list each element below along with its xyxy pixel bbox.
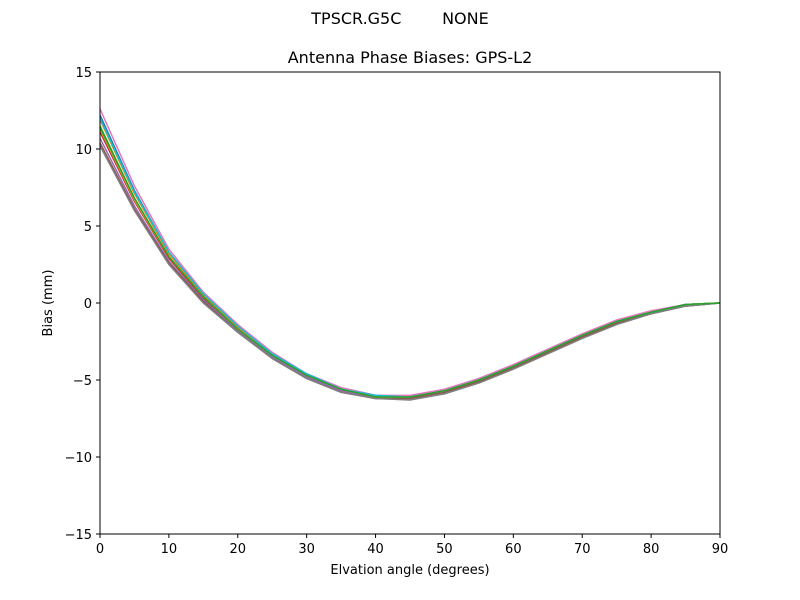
y-tick-label: −5 (73, 374, 92, 389)
series-line-7 (99, 108, 721, 397)
x-tick-label: 70 (574, 542, 591, 557)
x-tick-label: 0 (96, 542, 104, 557)
y-tick-label: 0 (84, 297, 92, 312)
y-tick-label: −10 (65, 451, 92, 466)
x-tick-label: 90 (712, 542, 729, 557)
series-line-4 (99, 131, 721, 398)
x-tick-label: 30 (298, 542, 315, 557)
series-line-9 (99, 128, 721, 398)
series-line-8 (99, 145, 721, 401)
series-line-5 (99, 137, 721, 400)
y-tick-label: 10 (75, 143, 92, 158)
x-tick-label: 50 (436, 542, 453, 557)
x-tick-label: 60 (505, 542, 522, 557)
series-line-6 (99, 142, 721, 400)
y-tick-label: 15 (75, 66, 92, 81)
x-tick-label: 40 (367, 542, 384, 557)
x-tick-label: 80 (643, 542, 660, 557)
y-axis-label: Bias (mm) (41, 270, 56, 337)
x-tick-label: 20 (230, 542, 247, 557)
series-line-3 (99, 125, 721, 398)
chart-title: Antenna Phase Biases: GPS-L2 (287, 48, 533, 67)
series-line-2 (99, 119, 721, 398)
series-line-1 (99, 114, 721, 398)
plot-area-frame (99, 71, 721, 535)
y-tick-label: 5 (84, 220, 92, 235)
figure-suptitle: TPSCR.G5C NONE (311, 9, 489, 28)
x-axis-label: Elvation angle (degrees) (330, 563, 489, 578)
x-tick-label: 10 (161, 542, 178, 557)
y-axis: 15 10 5 0 −5 −10 −15 (65, 66, 100, 543)
series-line-11 (99, 127, 721, 398)
data-series-group (99, 108, 721, 401)
series-line-10 (99, 117, 721, 398)
y-tick-label: −15 (65, 528, 92, 543)
x-axis: 0 10 20 30 40 50 60 70 80 90 (96, 534, 728, 557)
